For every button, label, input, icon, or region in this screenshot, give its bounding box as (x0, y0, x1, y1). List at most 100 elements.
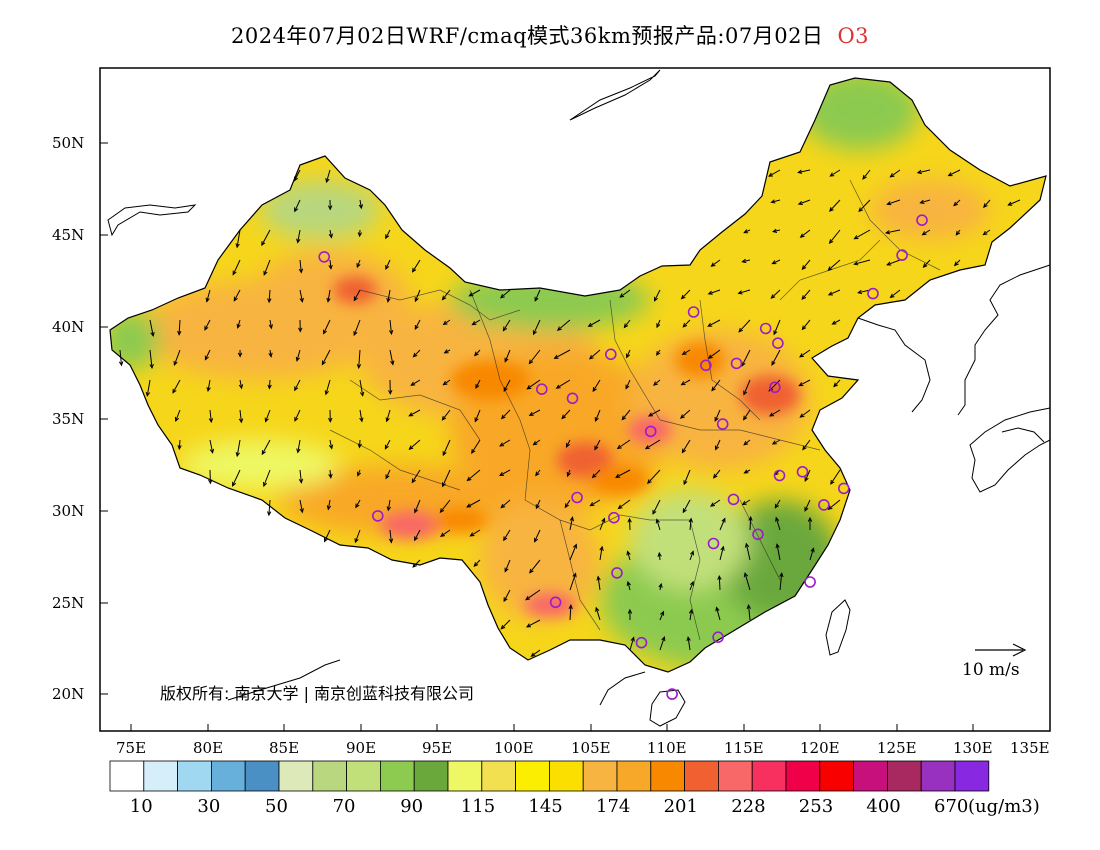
wind-arrow (261, 439, 271, 456)
wind-arrow (499, 469, 511, 477)
wind-arrow (829, 199, 841, 212)
city-marker (611, 567, 623, 579)
wind-arrow (474, 409, 481, 423)
city-marker (700, 359, 712, 372)
wind-arrow (385, 469, 391, 480)
city-marker (867, 287, 879, 300)
wind-arrow (738, 319, 751, 333)
wind-arrow (922, 259, 931, 268)
wind-arrow (357, 229, 363, 238)
wind-arrow (353, 289, 361, 302)
lon-ticks (130, 724, 974, 731)
colorbar-tick-label: 228 (731, 796, 766, 817)
lon-label-100: 100E (494, 739, 534, 757)
wind-arrow (553, 349, 571, 359)
wind-arrow (410, 379, 421, 386)
wind-arrow (829, 169, 841, 177)
wind-arrow (679, 409, 691, 419)
wind-arrow (886, 199, 901, 206)
wind-arrow (324, 529, 331, 543)
lat-label-50: 50N (52, 134, 85, 152)
wind-arrow (801, 259, 811, 271)
wind-arrow (561, 409, 571, 420)
wind-arrow (209, 439, 215, 454)
wind-arrow (774, 499, 781, 509)
wind-arrow (357, 469, 362, 477)
wind-arrow (599, 517, 606, 531)
wind-reference-arrow (975, 643, 1027, 657)
lon-label-125: 125E (877, 739, 917, 757)
wind-arrow (775, 543, 781, 561)
wind-arrow (118, 349, 124, 367)
wind-arrow (526, 379, 541, 390)
city-marker (730, 357, 743, 370)
wind-arrow (327, 199, 333, 211)
wind-arrow (500, 289, 511, 299)
lon-label-80: 80E (193, 739, 224, 757)
wind-arrow (616, 439, 631, 450)
wind-arrow (468, 289, 481, 297)
wind-arrow (889, 289, 901, 299)
wind-arrow (953, 199, 961, 207)
wind-arrow (773, 319, 781, 336)
wind-arrow (328, 469, 333, 479)
wind-arrow (475, 379, 481, 390)
wind-arrow (715, 439, 721, 451)
coastlines (107, 69, 1051, 727)
colorbar-tick-label: 30 (197, 796, 221, 817)
wind-arrow (653, 289, 661, 302)
wind-arrow (386, 499, 392, 512)
colorbar-tick-label: 115 (460, 796, 496, 817)
wind-arrow (237, 349, 243, 358)
wind-arrow (801, 319, 811, 331)
wind-arrow (625, 379, 631, 390)
wind-arrow (947, 169, 961, 177)
lat-label-25: 25N (52, 594, 85, 612)
wind-arrow (623, 319, 631, 329)
city-marker (707, 537, 720, 550)
wind-arrow (681, 439, 691, 454)
wind-arrow (233, 289, 241, 302)
wind-arrow (804, 469, 811, 482)
wind-arrow (884, 229, 901, 235)
wind-arrow (235, 229, 241, 249)
wind-arrow (715, 606, 721, 621)
colorbar-unit: (ug/m3) (968, 796, 1040, 817)
wind-arrow (503, 529, 511, 542)
wind-arrow (827, 259, 841, 271)
wind-arrow (356, 259, 361, 269)
wind-arrow (770, 199, 781, 204)
wind-arrow (323, 319, 331, 335)
lon-label-115: 115E (724, 739, 764, 757)
wind-arrow (299, 499, 304, 514)
wind-arrow (853, 259, 871, 266)
wind-arrow (296, 439, 301, 454)
wind-arrow (503, 379, 511, 393)
wind-arrow (629, 636, 635, 651)
wind-arrow (238, 409, 244, 424)
wind-arrow (983, 199, 991, 209)
wind-arrow (688, 608, 694, 621)
wind-arrow (568, 604, 573, 621)
wind-arrow (261, 229, 271, 247)
wind-arrow (889, 169, 901, 178)
wind-arrow (359, 409, 364, 423)
wind-arrow (504, 349, 511, 363)
wind-arrow (769, 409, 781, 417)
wind-arrow (177, 319, 182, 336)
wind-arrow (656, 349, 661, 356)
wind-arrow (741, 499, 751, 506)
city-marker (635, 636, 648, 649)
colorbar-tick-label: 174 (596, 796, 631, 817)
city-marker (318, 251, 331, 263)
wind-arrow (204, 319, 211, 331)
wind-arrow (802, 439, 811, 451)
wind-arrow (206, 379, 211, 393)
wind-arrow (714, 409, 721, 422)
wind-arrow (798, 379, 811, 387)
wind-arrow (644, 439, 661, 450)
lon-label-120: 120E (800, 739, 840, 757)
wind-arrow (743, 572, 751, 591)
wind-arrow (325, 169, 331, 184)
wind-arrow (499, 439, 511, 447)
